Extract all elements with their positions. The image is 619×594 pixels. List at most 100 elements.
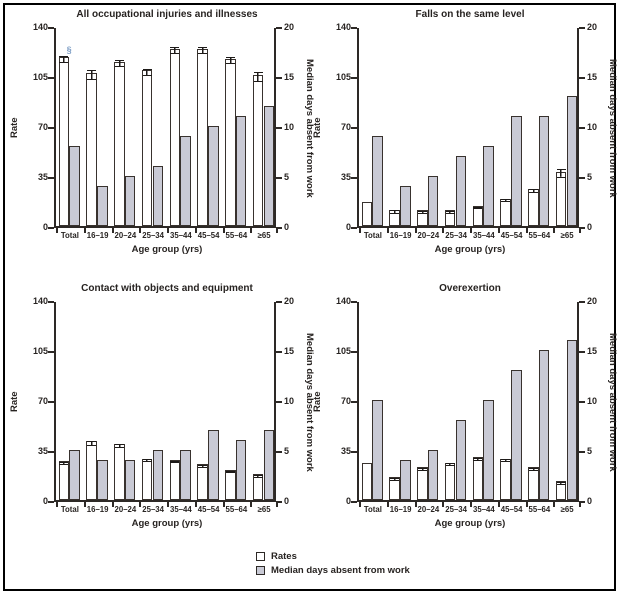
x-axis-tick xyxy=(276,228,278,233)
x-axis-label: Age group (yrs) xyxy=(434,244,506,255)
bar-rates xyxy=(197,464,208,500)
bar-median-days xyxy=(400,186,411,226)
x-axis-tick xyxy=(553,228,556,233)
bar-median-days xyxy=(483,146,494,226)
right-axis-tick-label: 15 xyxy=(587,346,598,356)
right-axis-label: Median days absent from work xyxy=(304,58,315,198)
x-category-label: 25–34 xyxy=(142,505,164,514)
chart-title: Contact with objects and equipment xyxy=(81,283,253,294)
x-category-label: 35–44 xyxy=(170,505,192,514)
x-axis-tick xyxy=(553,502,556,507)
x-axis-tick xyxy=(167,502,169,507)
bar-median-days xyxy=(263,106,275,226)
bar-median-days xyxy=(235,440,247,500)
bar-rates xyxy=(169,48,181,226)
right-axis-tick xyxy=(579,227,585,229)
right-axis-tick-label: 10 xyxy=(587,122,598,132)
bar-median-days xyxy=(124,460,136,500)
left-axis-tick xyxy=(48,501,54,503)
left-axis-tick-label: 140 xyxy=(32,22,48,32)
bar-median-days xyxy=(97,186,108,226)
left-axis-tick-label: 140 xyxy=(335,296,351,306)
x-category-label: 55–64 xyxy=(225,505,248,514)
bar-median-days xyxy=(455,420,467,500)
plot-area: 0 35 70 105 140 0 5 10 15 20 Total 16–19 20–24 25–34 3… xyxy=(33,296,294,514)
x-category-label: ≥65 xyxy=(257,505,271,514)
error-bar xyxy=(528,467,538,471)
right-axis-tick-label: 5 xyxy=(284,446,290,456)
error-bar xyxy=(556,169,566,178)
bar-median-days xyxy=(566,340,578,500)
x-axis-tick xyxy=(525,502,528,507)
x-axis-tick xyxy=(359,502,361,507)
bar-rates xyxy=(528,467,539,500)
left-axis-tick xyxy=(48,351,54,353)
bar-median-days xyxy=(427,176,439,226)
x-category-label: 20–24 xyxy=(417,231,440,240)
right-axis-tick-label: 10 xyxy=(284,122,295,132)
legend: Rates Median days absent from work xyxy=(256,551,410,579)
x-category-label: Total xyxy=(363,231,382,240)
x-category-label: 55–64 xyxy=(528,505,551,514)
right-axis-tick-label: 0 xyxy=(284,496,290,506)
right-axis-label: Median days absent from work xyxy=(304,332,315,472)
x-axis-tick xyxy=(414,228,417,233)
x-axis-tick xyxy=(525,228,528,233)
left-axis-tick-label: 35 xyxy=(340,446,351,456)
error-bar xyxy=(59,462,69,465)
left-axis-label: Rate xyxy=(9,391,20,413)
chart-title: All occupational injuries and illnesses xyxy=(76,9,258,20)
right-axis-tick xyxy=(276,301,282,303)
bar-median-days xyxy=(69,450,80,500)
plot-area: 0 35 70 105 140 0 5 10 15 20 Total 16–19 20–24 25–34 3… xyxy=(33,22,294,240)
x-axis-tick xyxy=(386,228,389,233)
x-axis-tick xyxy=(83,502,86,507)
right-axis-tick xyxy=(579,351,585,353)
left-axis-tick-label: 140 xyxy=(32,296,48,306)
x-axis-tick xyxy=(497,502,500,507)
right-axis-tick-label: 10 xyxy=(587,396,598,406)
left-axis-tick-label: 70 xyxy=(37,396,48,406)
error-bar xyxy=(445,210,455,214)
chart-panel-overexertion: Overexertion Rate Median days absent fro… xyxy=(311,280,619,542)
footnote-marker: § xyxy=(66,44,72,55)
x-axis-tick xyxy=(139,502,142,507)
x-axis-tick xyxy=(579,228,581,233)
left-axis-tick xyxy=(351,401,357,403)
bar-rates xyxy=(169,460,181,500)
right-axis-tick-label: 20 xyxy=(284,296,295,306)
right-axis-tick xyxy=(276,401,282,403)
x-category-label: 16–19 xyxy=(389,505,412,514)
right-axis-tick xyxy=(276,127,282,129)
left-axis-tick-label: 35 xyxy=(37,172,48,182)
left-axis-tick xyxy=(48,301,54,303)
x-axis-tick xyxy=(386,502,389,507)
x-category-label: 35–44 xyxy=(473,231,495,240)
bar-rates xyxy=(555,171,567,226)
left-axis-label: Rate xyxy=(312,117,323,139)
left-axis-tick xyxy=(351,27,357,29)
chart-panel-falls-same-level: Falls on the same level Rate Median days… xyxy=(311,6,619,268)
left-axis-tick-label: 105 xyxy=(32,72,48,82)
right-axis-tick xyxy=(579,127,585,129)
right-axis-tick xyxy=(579,27,585,29)
x-category-label: 20–24 xyxy=(417,505,440,514)
x-axis-tick xyxy=(167,228,169,233)
x-axis-tick xyxy=(222,228,225,233)
bar-median-days xyxy=(180,450,191,500)
error-bar xyxy=(114,60,124,68)
error-bar xyxy=(198,47,208,55)
median-days-swatch xyxy=(256,566,265,575)
bar-median-days xyxy=(263,430,275,500)
rates-swatch xyxy=(256,552,265,561)
x-axis-tick xyxy=(250,502,253,507)
right-axis-tick xyxy=(579,177,585,179)
bar-rates xyxy=(114,61,125,226)
x-axis-tick xyxy=(414,502,417,507)
bar-rates xyxy=(114,444,125,500)
bar-median-days xyxy=(511,116,522,226)
right-axis-tick xyxy=(276,351,282,353)
left-axis-tick-label: 0 xyxy=(345,222,351,232)
right-axis-tick-label: 5 xyxy=(587,446,593,456)
